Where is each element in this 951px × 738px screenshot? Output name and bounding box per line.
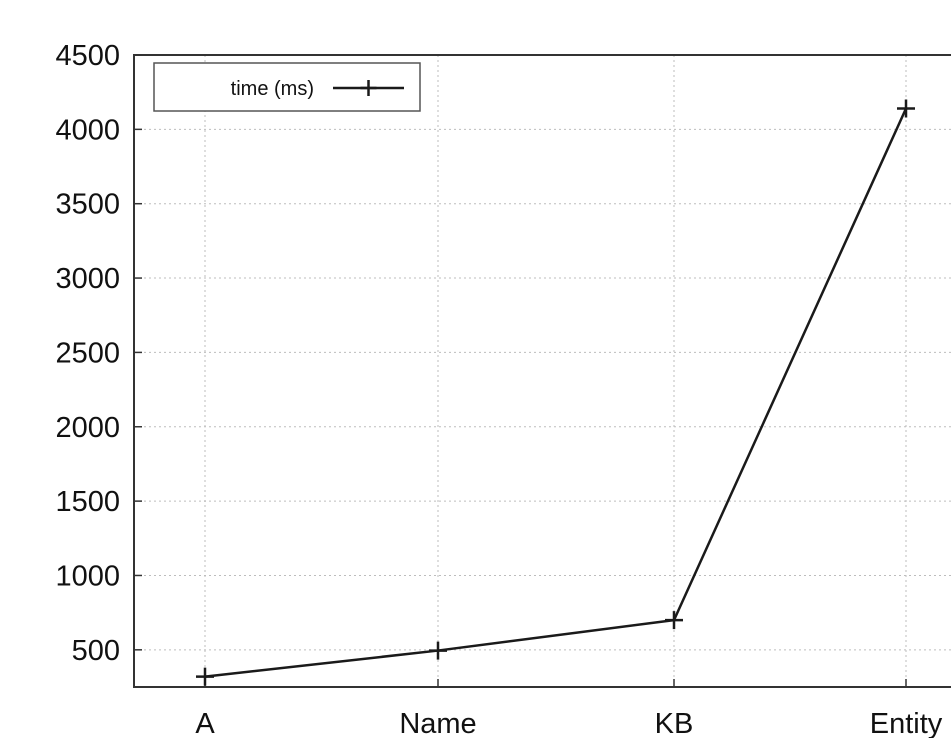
series-time-ms [196, 99, 915, 686]
y-tick-label: 3000 [55, 263, 120, 295]
x-tick-label-entity: Entity [870, 708, 943, 738]
x-tick-label-a: A [195, 708, 215, 738]
y-tick-label: 1000 [55, 560, 120, 592]
legend-marker [360, 80, 377, 96]
y-tick-label: 1500 [55, 486, 120, 518]
y-tick-label: 2500 [55, 337, 120, 369]
y-tick-label: 3500 [55, 189, 120, 221]
data-point-a [196, 667, 214, 686]
data-point-kb [665, 611, 683, 630]
y-tick-label: 2000 [55, 412, 120, 444]
y-axis-ticks: 500 1000 1500 2000 2500 3000 3500 4000 4500 [55, 40, 142, 667]
data-point-name [429, 641, 447, 660]
y-tick-label: 500 [72, 635, 120, 667]
grid-lines [134, 55, 951, 687]
y-tick-label: 4500 [55, 40, 120, 72]
legend-label: time (ms) [231, 78, 314, 100]
series-line [204, 108, 908, 678]
plot-frame [133, 54, 951, 688]
y-tick-label: 4000 [55, 114, 120, 146]
x-tick-label-name: Name [399, 708, 476, 738]
legend: time (ms) [153, 62, 421, 112]
x-axis-ticks: A Name KB Entity [195, 679, 943, 738]
data-point-entity [897, 99, 915, 118]
x-tick-label-kb: KB [655, 708, 694, 738]
